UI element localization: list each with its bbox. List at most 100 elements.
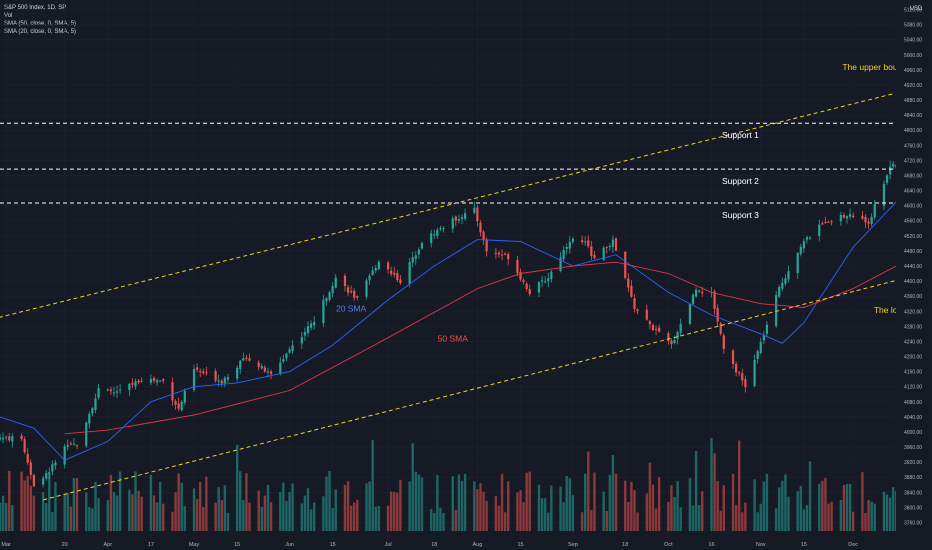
candle-body: [562, 249, 565, 260]
candle-body: [309, 323, 313, 328]
volume-bar: [824, 477, 827, 531]
volume-bar: [547, 512, 550, 531]
candle-body: [0, 437, 2, 440]
volume-bar: [845, 484, 849, 531]
price-tick-label: 3880.00: [904, 475, 922, 481]
candle-body: [368, 275, 371, 281]
candle-body: [614, 238, 618, 251]
candle-body: [91, 408, 94, 414]
candle-body: [72, 443, 76, 445]
candle-body: [654, 328, 658, 330]
volume-bar: [587, 451, 590, 531]
volume-bar: [562, 502, 565, 531]
volume-bar: [802, 509, 806, 531]
volume-bar: [306, 488, 310, 531]
volume-bar: [149, 474, 153, 531]
price-axis: 5120.00 5080.00 5040.00 5000.00 4960.00 4920.…: [896, 0, 932, 550]
volume-bar: [741, 512, 744, 531]
volume-bar: [322, 496, 325, 531]
price-tick-label: 4320.00: [904, 309, 922, 315]
candle-body: [848, 214, 852, 217]
candle-body: [624, 251, 627, 278]
candle-body: [1, 437, 5, 440]
time-tick-label: 15: [801, 542, 807, 548]
volume-bar: [353, 502, 356, 531]
volume-bar: [408, 481, 411, 531]
volume-bar: [559, 486, 562, 531]
candle-body: [377, 261, 380, 270]
volume-bar: [759, 503, 762, 531]
time-tick-label: 15: [234, 542, 240, 548]
candle-body: [802, 241, 805, 249]
volume-bar: [611, 455, 615, 531]
volume-bar: [821, 480, 824, 531]
volume-bar: [697, 505, 701, 531]
legend-volume: Vol: [4, 13, 13, 19]
volume-bar: [174, 492, 177, 531]
candle-body: [845, 216, 849, 219]
candle-body: [608, 245, 611, 247]
price-tick-label: 4440.00: [904, 264, 922, 270]
candle-body: [605, 247, 608, 249]
volume-bar: [8, 470, 11, 531]
upper-bound-line: [0, 92, 895, 318]
candle-body: [537, 282, 541, 293]
candle-body: [633, 298, 636, 309]
candle-body: [473, 207, 476, 213]
candle-body: [202, 371, 205, 374]
time-tick-label: 18: [622, 542, 628, 548]
price-tick-label: 4560.00: [904, 219, 922, 225]
price-tick-label: 4040.00: [904, 415, 922, 421]
legend-sma50: SMA (50, close, 0, SMA, 5): [4, 21, 77, 27]
candle-body: [159, 380, 162, 382]
volume-bar: [713, 453, 716, 531]
time-tick-label: 18: [431, 542, 437, 548]
price-tick-label: 3760.00: [904, 520, 922, 526]
candle-body: [23, 439, 26, 453]
candle-body: [205, 372, 208, 374]
volume-bar: [830, 501, 833, 531]
candle-body: [408, 262, 411, 284]
legend-symbol: S&P 500 Index, 1D, SP: [4, 5, 67, 11]
candle-body: [439, 228, 442, 230]
candle-body: [808, 237, 812, 239]
time-tick-label: Mar: [1, 542, 11, 548]
volume-bar: [694, 451, 698, 531]
candle-body: [223, 377, 226, 384]
price-tick-label: 4680.00: [904, 173, 922, 179]
volume-bar: [633, 489, 636, 531]
candle-body: [248, 358, 251, 361]
volume-bar: [657, 477, 661, 531]
support-1-label: Support 1: [722, 130, 759, 140]
volume-bar: [451, 476, 454, 531]
indicator-lines: [0, 92, 932, 501]
volume-bar: [651, 484, 655, 531]
time-tick-label: Sep: [568, 542, 578, 548]
time-tick-label: 16: [708, 542, 714, 548]
candle-body: [386, 262, 390, 270]
volume-bar: [430, 508, 433, 531]
volume-bar: [796, 491, 799, 531]
candle-body: [842, 214, 846, 218]
price-tick-label: 4160.00: [904, 370, 922, 376]
volume-bar: [309, 509, 313, 531]
price-axis-bg: [896, 0, 932, 550]
candle-body: [516, 259, 519, 273]
volume-bar: [722, 485, 725, 531]
candle-body: [245, 357, 248, 359]
candle-body: [735, 364, 738, 373]
volume-bar: [799, 486, 802, 531]
volume-bar: [867, 500, 870, 531]
price-tick-label: 5120.00: [904, 8, 922, 14]
candle-body: [544, 281, 547, 283]
volume-bar: [580, 512, 584, 531]
legend-sma20: SMA (20, close, 0, SMA, 5): [4, 29, 77, 35]
volume-bar: [778, 487, 781, 531]
candle-body: [5, 436, 8, 438]
volume-bar: [183, 506, 186, 531]
candle-body: [48, 472, 51, 474]
candle-body: [799, 246, 802, 255]
volume-bar: [115, 495, 119, 531]
price-tick-label: 5040.00: [904, 38, 922, 44]
